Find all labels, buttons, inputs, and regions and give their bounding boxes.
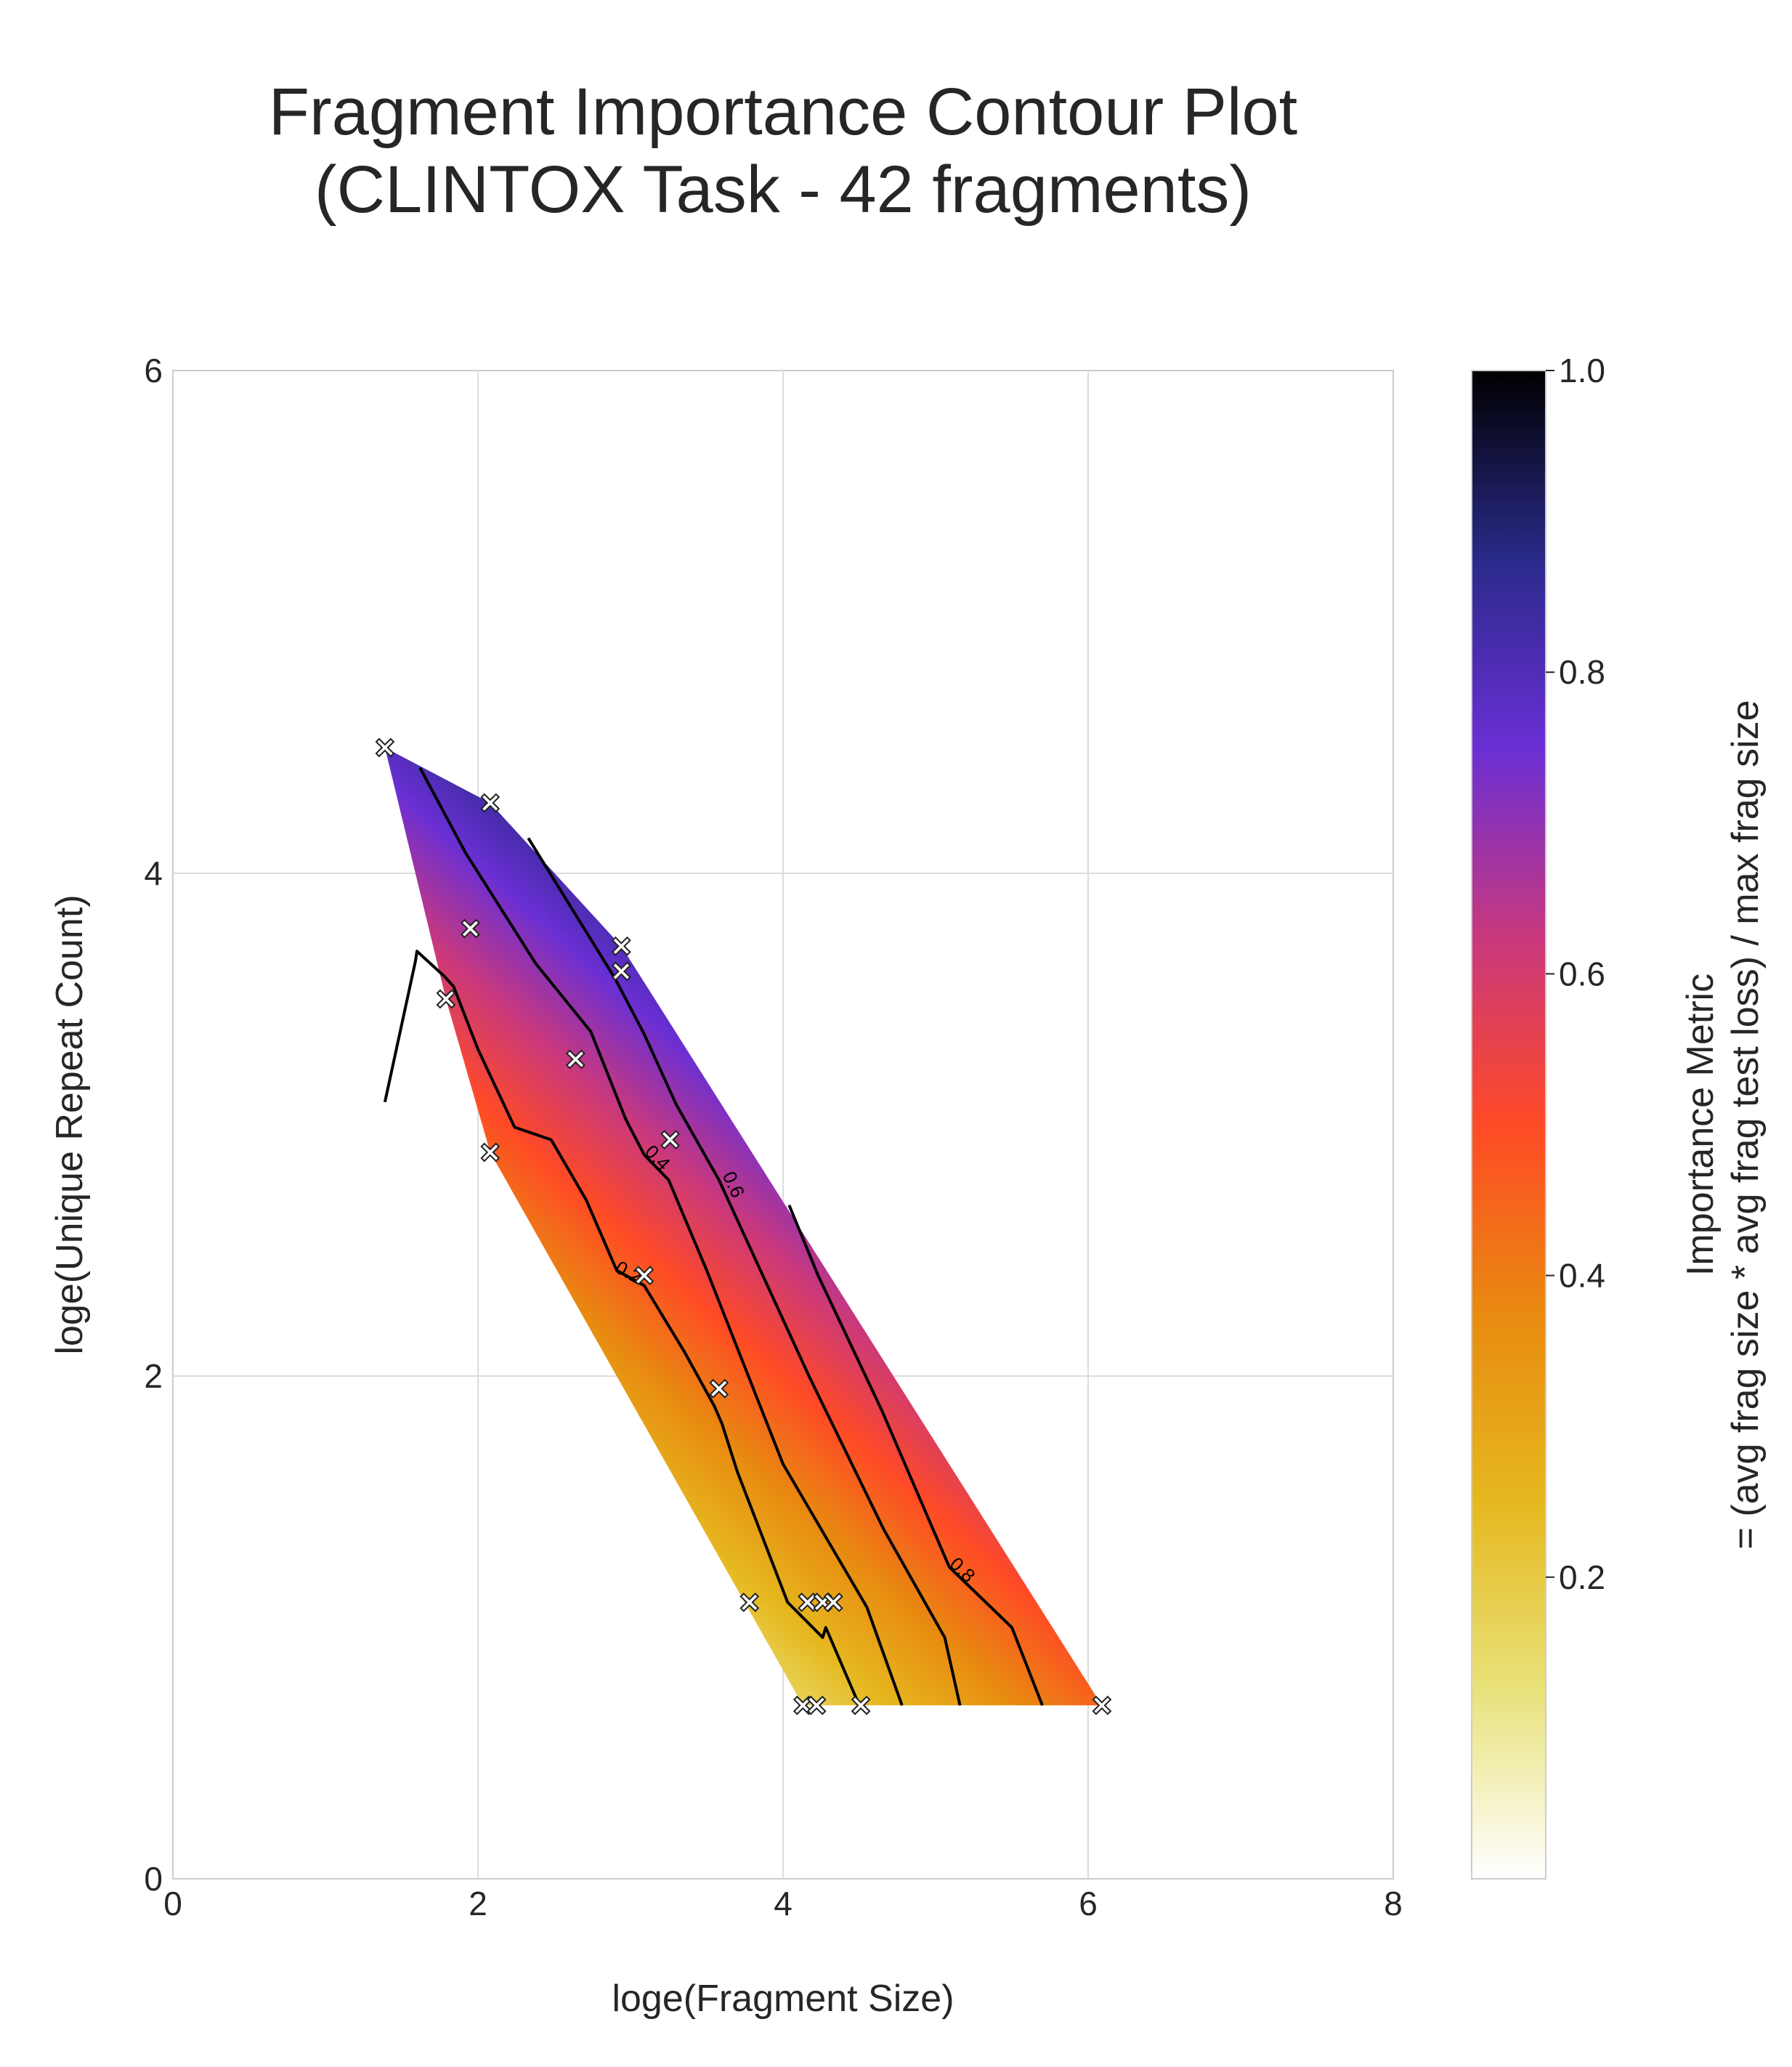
chart-title-line-1: Fragment Importance Contour Plot [269, 75, 1297, 149]
x-tick-label-4: 8 [1384, 1885, 1403, 1922]
colorbar-tick-label-4: 1.0 [1559, 352, 1605, 389]
fragment-marker [739, 1592, 760, 1612]
y-tick-label-2: 4 [144, 854, 163, 892]
fragment-marker [798, 1592, 818, 1612]
contour-line-0.6 [527, 837, 962, 1706]
fragment-marker [634, 1266, 654, 1286]
contour-line-0.8 [787, 1204, 1044, 1706]
colorbar-tick-label-0: 0.2 [1559, 1558, 1605, 1596]
fragment-marker [792, 1695, 813, 1715]
y-tick-labels: 0 2 4 6 [144, 352, 163, 1898]
colorbar [1471, 370, 1546, 1880]
y-tick-label-3: 6 [144, 352, 163, 389]
chart-title-line-2: (CLINTOX Task - 42 fragments) [315, 153, 1252, 227]
colorbar-label-line-2: = (avg frag size * avg frag test loss) /… [1724, 700, 1767, 1549]
fragment-marker [611, 936, 631, 956]
colorbar-tick-label-2: 0.6 [1559, 955, 1605, 992]
fragment-marker [480, 793, 500, 813]
fragment-marker [806, 1695, 827, 1715]
x-tick-label-2: 4 [774, 1885, 792, 1922]
fragment-markers [375, 737, 1112, 1715]
fragment-marker [823, 1592, 843, 1612]
fragment-marker [1092, 1695, 1112, 1715]
x-tick-labels: 0 2 4 6 8 [163, 1885, 1403, 1922]
fragment-marker [611, 961, 631, 982]
colorbar-tick-label-3: 0.8 [1559, 653, 1605, 691]
fragment-marker [480, 1142, 500, 1162]
x-tick-label-0: 0 [163, 1885, 182, 1922]
colorbar-label-line-1: Importance Metric [1679, 974, 1722, 1276]
contour-line-0.4 [418, 766, 904, 1706]
x-tick-label-3: 6 [1079, 1885, 1098, 1922]
contour-lines [383, 766, 1044, 1707]
fragment-marker [851, 1695, 871, 1715]
x-tick-label-1: 2 [469, 1885, 487, 1922]
fragment-marker [436, 989, 456, 1009]
colorbar-tick-label-1: 0.4 [1559, 1257, 1605, 1295]
y-tick-label-1: 2 [144, 1357, 163, 1395]
fragment-marker [709, 1378, 729, 1399]
contour-line-0.2 [383, 950, 861, 1707]
colorbar-ticks: 0.2 0.4 0.6 0.8 1.0 [1546, 352, 1605, 1596]
y-tick-label-0: 0 [144, 1860, 163, 1898]
fragment-marker [461, 918, 480, 939]
fragment-marker [660, 1130, 681, 1150]
x-axis-label: loge(Fragment Size) [612, 1978, 954, 2020]
y-axis-label: loge(Unique Repeat Count) [49, 894, 91, 1354]
fragment-marker [375, 737, 395, 758]
fragment-marker [565, 1049, 585, 1069]
